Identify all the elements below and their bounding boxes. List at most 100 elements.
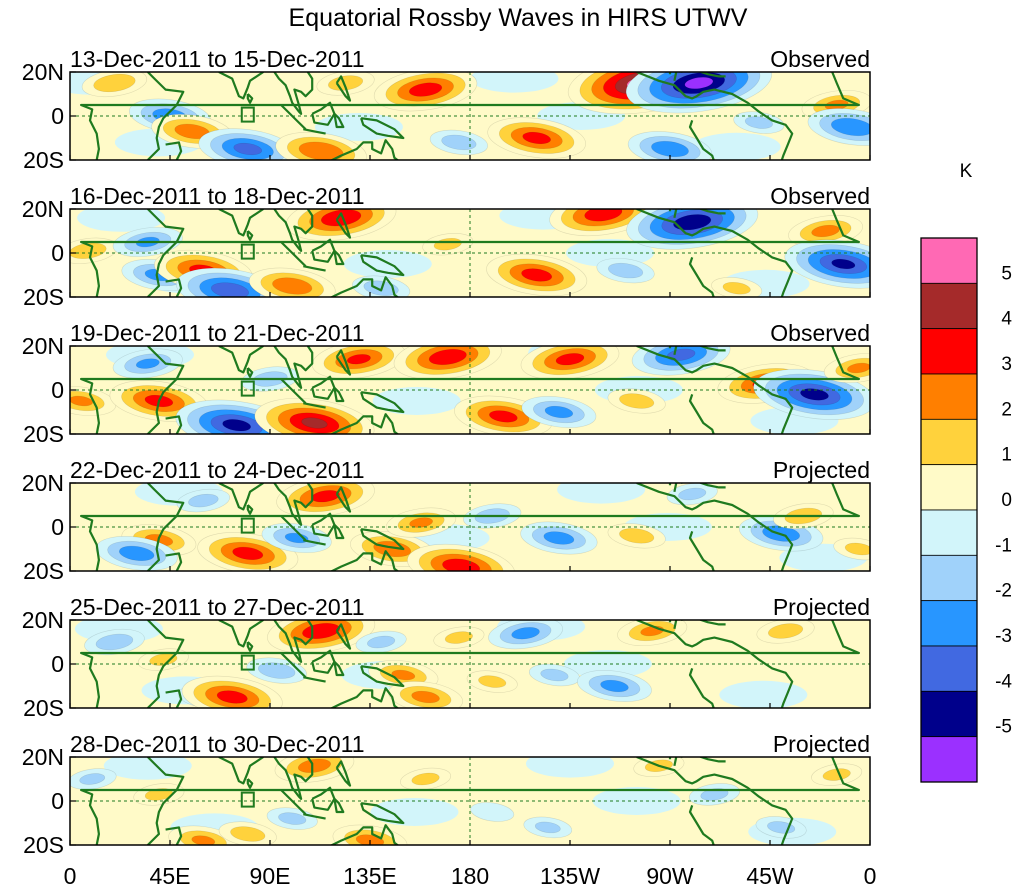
anomaly-center bbox=[407, 543, 516, 571]
colorbar-swatch bbox=[920, 554, 978, 602]
figure-title: Equatorial Rossby Waves in HIRS UTWV bbox=[289, 4, 748, 32]
colorbar-swatch bbox=[920, 736, 978, 783]
anomaly-center bbox=[355, 630, 407, 654]
coastlines bbox=[80, 620, 861, 708]
latitude-tick-label: 20S bbox=[23, 284, 64, 310]
colorbar-swatch bbox=[920, 418, 978, 466]
panel-date-range: 19-Dec-2011 to 21-Dec-2011 bbox=[70, 320, 365, 346]
region-box bbox=[240, 106, 255, 123]
longitude-tick-label: 180 bbox=[451, 863, 489, 889]
latitude-tick-label: 0 bbox=[51, 103, 64, 129]
anomaly-center bbox=[197, 532, 299, 571]
anomaly-field bbox=[70, 209, 870, 297]
coastlines bbox=[80, 346, 861, 434]
anomaly-center bbox=[577, 670, 652, 702]
region-box bbox=[240, 791, 255, 808]
anomaly-center bbox=[248, 267, 336, 297]
anomaly-center bbox=[784, 239, 870, 289]
colorbar-level-label: -1 bbox=[995, 535, 1012, 556]
panel-status-label: Projected bbox=[773, 457, 870, 483]
colorbar-swatch bbox=[920, 509, 978, 556]
colorbar-swatch bbox=[920, 464, 978, 511]
colorbar-swatch bbox=[920, 282, 978, 330]
longitude-tick-label: 135E bbox=[343, 863, 397, 889]
anomaly-center bbox=[833, 537, 870, 561]
longitude-tick-label: 90E bbox=[250, 863, 291, 889]
region-box bbox=[240, 380, 255, 397]
anomaly-center bbox=[388, 681, 463, 708]
anomaly-center bbox=[523, 816, 573, 839]
colorbar-level-label: 0 bbox=[1001, 490, 1012, 511]
latitude-tick-label: 0 bbox=[51, 240, 64, 266]
anomaly-center bbox=[70, 386, 117, 416]
anomaly-center bbox=[316, 72, 375, 96]
colorbar: K 5 4 3 2 1 0 -1 -2 -3 -4 -5 bbox=[920, 161, 1012, 783]
colorbar-level-label: 1 bbox=[1001, 445, 1012, 466]
coastlines bbox=[80, 483, 861, 571]
longitude-tick-label: 45E bbox=[150, 863, 191, 889]
anomaly-center bbox=[521, 396, 597, 428]
anomaly-center bbox=[84, 628, 145, 656]
latitude-tick-label: 20S bbox=[23, 421, 64, 447]
background-patch bbox=[77, 209, 166, 232]
anomaly-center bbox=[627, 131, 713, 160]
anomaly-center bbox=[520, 521, 598, 555]
anomaly-center bbox=[466, 670, 518, 693]
anomaly-center bbox=[470, 802, 515, 822]
panel-date-range: 22-Dec-2011 to 24-Dec-2011 bbox=[70, 457, 365, 483]
background-patch bbox=[563, 650, 652, 678]
anomaly-center bbox=[433, 626, 485, 649]
anomaly-center bbox=[626, 209, 759, 250]
colorbar-swatch bbox=[920, 600, 978, 647]
colorbar-swatch bbox=[920, 373, 978, 420]
panel-status-label: Observed bbox=[770, 183, 870, 209]
anomaly-center bbox=[373, 72, 478, 112]
anomaly-center bbox=[218, 821, 277, 845]
anomaly-center bbox=[607, 388, 666, 414]
anomaly-center bbox=[112, 348, 183, 379]
panel-date-range: 28-Dec-2011 to 30-Dec-2011 bbox=[70, 731, 365, 757]
map-panel: 20N 0 20S 22-Dec-2011 to 24-Dec-2011 Project… bbox=[22, 457, 871, 584]
anomaly-center bbox=[70, 237, 119, 264]
latitude-tick-label: 0 bbox=[51, 651, 64, 677]
coastlines bbox=[80, 209, 861, 297]
coastlines bbox=[80, 72, 861, 160]
latitude-tick-label: 20N bbox=[22, 59, 64, 85]
coastlines bbox=[80, 757, 861, 845]
longitude-tick-label: 45W bbox=[746, 863, 794, 889]
background-patch bbox=[372, 387, 461, 415]
map-panel: 20N 0 20S 16-Dec-2011 to 18-Dec-2011 Observe… bbox=[22, 183, 871, 310]
background-patch bbox=[526, 757, 614, 778]
latitude-tick-label: 20S bbox=[23, 558, 64, 584]
anomaly-center bbox=[607, 523, 666, 549]
anomaly-center bbox=[487, 117, 586, 159]
colorbar-level-label: -3 bbox=[995, 626, 1012, 647]
panel-date-range: 16-Dec-2011 to 18-Dec-2011 bbox=[70, 183, 365, 209]
colorbar-unit-label: K bbox=[960, 161, 973, 182]
anomaly-center bbox=[70, 768, 117, 790]
latitude-tick-label: 20N bbox=[22, 196, 64, 222]
region-box bbox=[240, 517, 255, 534]
longitude-tick-label: 90W bbox=[646, 863, 694, 889]
panel-date-range: 25-Dec-2011 to 27-Dec-2011 bbox=[70, 594, 365, 620]
longitude-axis: 0 45E 90E 135E 180 135W 90W 45W 0 bbox=[64, 863, 877, 889]
colorbar-level-label: 4 bbox=[1001, 309, 1012, 330]
map-panel: 20N 0 20S 13-Dec-2011 to 15-Dec-2011 Observe… bbox=[22, 46, 871, 173]
colorbar-swatch bbox=[920, 328, 978, 375]
anomaly-center bbox=[254, 398, 375, 434]
anomaly-center bbox=[520, 346, 620, 380]
background-patch bbox=[470, 72, 559, 93]
anomaly-center bbox=[596, 257, 655, 284]
latitude-tick-label: 0 bbox=[51, 514, 64, 540]
longitude-tick-label: 0 bbox=[864, 863, 877, 889]
anomaly-center bbox=[756, 620, 815, 644]
colorbar-level-label: -4 bbox=[995, 671, 1012, 692]
anomaly-center bbox=[486, 253, 588, 297]
map-panel: 20N 0 20S 25-Dec-2011 to 27-Dec-2011 Project… bbox=[22, 594, 871, 721]
anomaly-center bbox=[81, 72, 148, 98]
panels-group: 20N 0 20S 13-Dec-2011 to 15-Dec-2011 Observe… bbox=[22, 46, 871, 858]
background-patch bbox=[692, 132, 781, 160]
panel-status-label: Observed bbox=[770, 320, 870, 346]
anomaly-center bbox=[807, 108, 870, 146]
colorbar-swatch bbox=[920, 645, 978, 692]
